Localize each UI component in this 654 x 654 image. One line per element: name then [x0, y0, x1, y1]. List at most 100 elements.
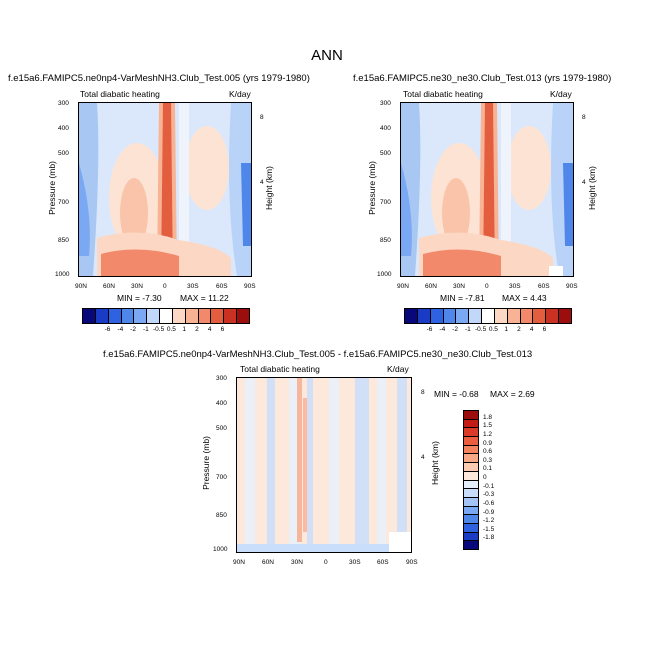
- colorbar-label: -0.1: [483, 482, 495, 490]
- colorbar-swatch: [546, 309, 560, 323]
- panel3-units: K/day: [387, 364, 409, 374]
- p3-xtick: 60S: [377, 559, 389, 566]
- field-region: [442, 178, 470, 248]
- colorbar-swatch: [198, 309, 212, 323]
- colorbar-swatch: [417, 309, 431, 323]
- field-region: [120, 178, 148, 248]
- colorbar-label: -0.5: [475, 326, 487, 333]
- panel1-colorbar: [82, 308, 250, 324]
- colorbar-swatch: [469, 309, 483, 323]
- panel2-title: f.e15a6.FAMIPC5.ne30_ne30.Club_Test.013 …: [353, 73, 612, 84]
- p2-ytick: 700: [380, 199, 391, 206]
- p3-htick: 8: [421, 389, 425, 396]
- colorbar-swatch: [464, 471, 478, 481]
- colorbar-swatch: [95, 309, 109, 323]
- p1-xtick: 90N: [75, 283, 87, 290]
- p2-xtick: 60S: [538, 283, 550, 290]
- p3-ytick: 850: [216, 512, 227, 519]
- colorbar-label: 0.5: [166, 326, 176, 333]
- field-region: [241, 163, 251, 246]
- colorbar-label: -6: [426, 326, 433, 333]
- colorbar-swatch: [172, 309, 186, 323]
- colorbar-label: -1: [464, 326, 471, 333]
- colorbar-swatch: [147, 309, 161, 323]
- colorbar-label: 1.8: [483, 413, 493, 421]
- p1-xtick: 90S: [244, 283, 256, 290]
- panel3-contour-plot: [236, 377, 412, 553]
- colorbar-label: 4: [207, 326, 212, 333]
- colorbar-label: 0.1: [483, 465, 493, 473]
- p1-ytick: 1000: [55, 271, 70, 278]
- colorbar-label: 1: [182, 326, 186, 333]
- colorbar-label: -0.6: [483, 499, 495, 507]
- panel2-units: K/day: [550, 89, 572, 99]
- field-region: [267, 378, 275, 552]
- colorbar-label: -0.5: [153, 326, 165, 333]
- colorbar-swatch: [520, 309, 534, 323]
- colorbar-label: -1.2: [483, 517, 495, 525]
- colorbar-label: 0: [483, 474, 487, 481]
- p2-htick: 4: [582, 179, 586, 186]
- panel2-ylabel: Pressure (mb): [367, 161, 377, 215]
- p1-xtick: 30N: [131, 283, 143, 290]
- colorbar-swatch: [464, 497, 478, 507]
- p2-ytick: 850: [380, 237, 391, 244]
- figure-title: ANN: [311, 47, 343, 64]
- field-region: [307, 378, 313, 552]
- colorbar-swatch: [211, 309, 225, 323]
- colorbar-swatch: [456, 309, 470, 323]
- colorbar-label: -2: [130, 326, 136, 333]
- colorbar-swatch: [464, 489, 478, 498]
- colorbar-label: 6: [542, 326, 547, 333]
- p1-xtick: 60N: [103, 283, 115, 290]
- field-region: [355, 378, 369, 552]
- colorbar-label: -1: [142, 326, 149, 333]
- colorbar-swatch: [134, 309, 148, 323]
- colorbar-label: -0.3: [483, 491, 495, 499]
- field-region: [237, 544, 411, 552]
- colorbar-swatch: [108, 309, 122, 323]
- field-region: [549, 266, 563, 276]
- colorbar-label: -4: [439, 326, 446, 333]
- p2-htick: 8: [582, 114, 586, 121]
- colorbar-swatch: [224, 309, 238, 323]
- p2-ytick: 400: [380, 125, 391, 132]
- colorbar-swatch: [405, 309, 418, 323]
- p3-xtick: 90N: [233, 559, 245, 566]
- field-region: [397, 378, 407, 552]
- panel1-variable: Total diabatic heating: [80, 89, 160, 99]
- field-region: [245, 378, 255, 552]
- colorbar-swatch: [464, 532, 478, 542]
- p1-htick: 8: [260, 114, 264, 121]
- panel1-ylabel: Pressure (mb): [47, 161, 57, 215]
- p3-ytick: 700: [216, 474, 227, 481]
- p1-ytick: 400: [58, 125, 69, 132]
- colorbar-label: -2: [452, 326, 458, 333]
- colorbar-label: 0.6: [483, 448, 493, 456]
- colorbar-swatch: [482, 309, 495, 323]
- colorbar-swatch: [464, 523, 478, 533]
- p2-xtick: 60N: [425, 283, 437, 290]
- colorbar-label: -0.9: [483, 508, 495, 516]
- p2-xtick: 90N: [397, 283, 409, 290]
- colorbar-swatch: [464, 411, 478, 420]
- p3-ytick: 1000: [213, 546, 228, 553]
- panel3-variable: Total diabatic heating: [240, 364, 320, 374]
- field-region: [401, 163, 412, 256]
- colorbar-swatch: [464, 437, 478, 446]
- p1-xtick: 60S: [216, 283, 228, 290]
- panel3-min: MIN = -0.68: [434, 389, 479, 399]
- colorbar-label: 0.5: [488, 326, 498, 333]
- p2-ytick: 1000: [377, 271, 392, 278]
- colorbar-swatch: [185, 309, 199, 323]
- panel2-ylabel-right: Height (km): [587, 166, 597, 210]
- panel2-max: MAX = 4.43: [502, 293, 547, 303]
- colorbar-label: 2: [195, 326, 199, 333]
- colorbar-swatch: [237, 309, 249, 323]
- colorbar-swatch: [464, 419, 478, 429]
- colorbar-swatch: [443, 309, 457, 323]
- colorbar-label: 6: [220, 326, 225, 333]
- colorbar-swatch: [533, 309, 547, 323]
- p3-xtick: 60N: [262, 559, 274, 566]
- colorbar-label: -1.8: [483, 534, 495, 542]
